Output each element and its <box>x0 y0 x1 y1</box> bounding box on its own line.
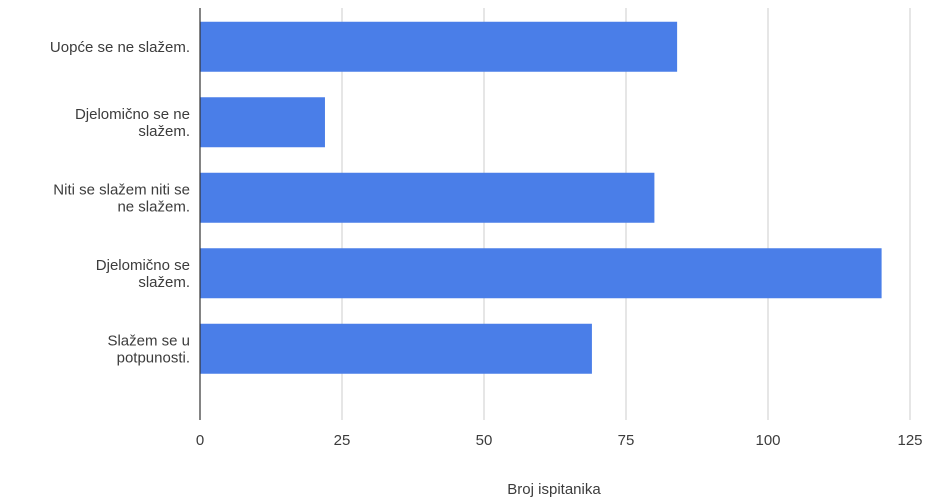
category-label-line: slažem. <box>138 274 190 291</box>
bar <box>200 323 592 374</box>
category-label: Niti se slažem niti se ne slažem. <box>53 181 190 215</box>
category-label: Slažem se u potpunosti. <box>107 332 190 366</box>
category-label: Djelomično se ne slažem. <box>75 106 190 140</box>
x-tick-label: 50 <box>476 432 493 449</box>
x-tick-labels: 0 25 50 75 100 125 <box>196 432 923 449</box>
category-label-line: Djelomično se <box>96 257 190 274</box>
bar <box>200 97 325 148</box>
x-tick-label: 100 <box>755 432 780 449</box>
x-axis-title: Broj ispitanika <box>507 481 601 498</box>
category-label: Uopće se ne slažem. <box>50 39 190 56</box>
category-label: Djelomično se slažem. <box>96 257 190 291</box>
x-tick-label: 75 <box>618 432 635 449</box>
category-label-line: potpunosti. <box>117 349 190 366</box>
category-label-line: Niti se slažem niti se <box>53 181 190 198</box>
x-tick-label: 125 <box>897 432 922 449</box>
x-tick-label: 0 <box>196 432 204 449</box>
category-label-line: slažem. <box>138 123 190 140</box>
bar <box>200 248 882 299</box>
category-label-line: Slažem se u <box>107 332 190 349</box>
category-label-line: ne slažem. <box>117 198 190 215</box>
category-label-line: Uopće se ne slažem. <box>50 39 190 56</box>
bar <box>200 172 655 223</box>
category-label-line: Djelomično se ne <box>75 106 190 123</box>
bar <box>200 21 678 72</box>
bars <box>200 21 882 374</box>
x-tick-label: 25 <box>334 432 351 449</box>
category-labels: Uopće se ne slažem.Djelomično se ne slaže… <box>50 39 190 367</box>
